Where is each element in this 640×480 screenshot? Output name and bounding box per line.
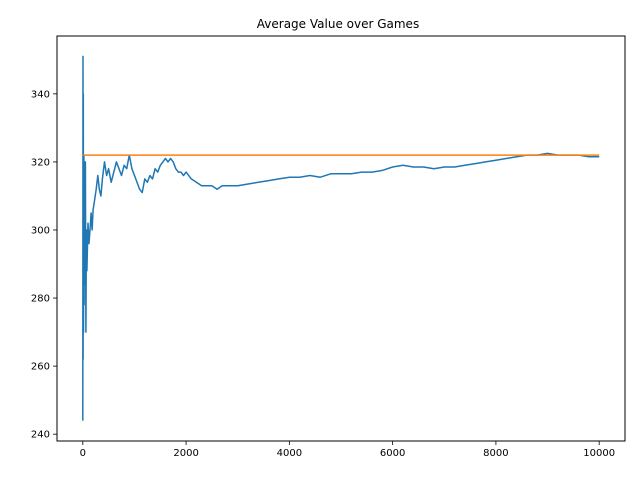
x-tick-label: 0 xyxy=(80,448,86,459)
y-tick-label: 240 xyxy=(31,430,50,441)
x-tick-label: 10000 xyxy=(583,448,615,459)
y-tick-label: 260 xyxy=(31,362,50,373)
y-tick-label: 300 xyxy=(31,225,50,236)
x-tick-label: 6000 xyxy=(380,448,405,459)
plot-frame xyxy=(56,35,626,442)
plot-area xyxy=(82,55,600,421)
x-tick-label: 4000 xyxy=(277,448,302,459)
chart-title: Average Value over Games xyxy=(257,17,419,31)
x-tick-label: 8000 xyxy=(483,448,508,459)
series-line-1 xyxy=(82,55,600,421)
x-tick-label: 2000 xyxy=(173,448,198,459)
y-tick-label: 340 xyxy=(31,89,50,100)
x-axis: 0 2000 4000 6000 8000 10000 xyxy=(80,441,615,459)
y-tick-label: 320 xyxy=(31,157,50,168)
y-tick-label: 280 xyxy=(31,294,50,305)
y-axis: 240 260 280 300 320 340 xyxy=(31,89,57,441)
